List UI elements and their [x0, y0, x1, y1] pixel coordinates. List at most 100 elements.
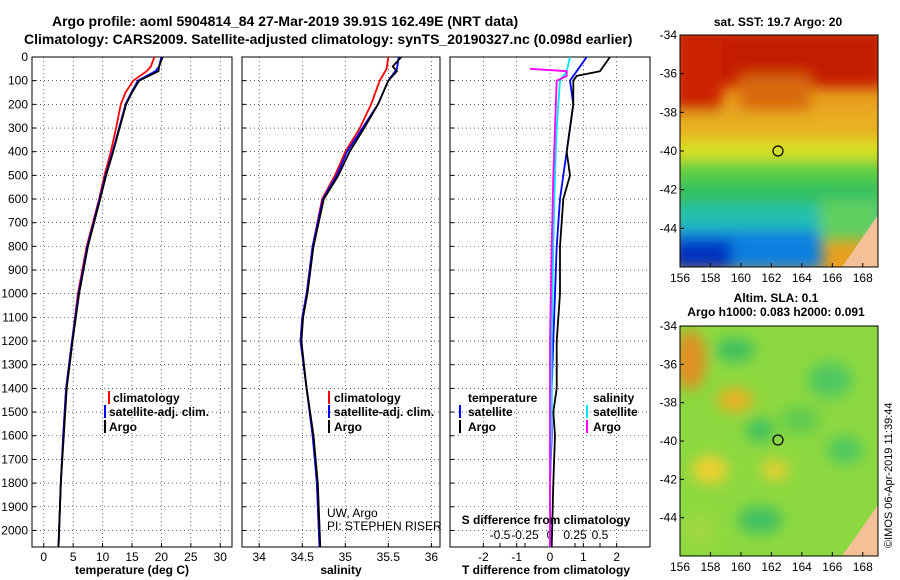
map-tick-label-y: -42 — [660, 183, 678, 197]
sst-map-title: sat. SST: 19.7 Argo: 20 — [714, 15, 843, 29]
map-tick-label-x: 162 — [761, 271, 781, 285]
land-mass — [842, 505, 878, 556]
temperature-tick-label: 15 — [125, 550, 139, 564]
temperature-tick-label: 30 — [214, 550, 228, 564]
attribution-pi: PI: STEPHEN RISER — [327, 519, 442, 533]
salinity-tick-label: 35 — [339, 550, 353, 564]
argo-location-marker — [772, 434, 784, 446]
salinity-tick-label: 34 — [253, 550, 267, 564]
map-tick-label-y: -34 — [660, 319, 678, 333]
map-tick-label-x: 156 — [670, 560, 690, 574]
imos-credit: ©IMOS 06-Apr-2019 11:39:44 — [883, 403, 895, 548]
attribution-uw-argo: UW, Argo — [327, 506, 378, 520]
difference-legend: temperature satellite Argo salinity sate… — [459, 391, 638, 434]
depth-tick-label: 1400 — [1, 381, 28, 395]
land-mass — [842, 215, 878, 267]
depth-tick-label: 2000 — [1, 523, 28, 537]
depth-tick-labels: 0 100 200 300 400 500 600 700 800 900 1000 1100 1200… — [1, 50, 28, 537]
temperature-tick-label: 5 — [70, 550, 77, 564]
temperature-series-line — [57, 57, 164, 547]
legend-satellite: satellite-adj. clim. — [334, 405, 434, 419]
difference-tick-label: 2 — [613, 550, 620, 564]
depth-tick-label: 800 — [8, 239, 28, 253]
map-tick-label-x: 168 — [853, 560, 873, 574]
sla-map-ticks: 156 158 160 162 164 166 168 -34 -36 -38 -40 -42 -44 — [660, 319, 873, 574]
difference-lines — [529, 57, 611, 547]
depth-tick-label: 1900 — [1, 500, 28, 514]
salinity-tick-labels: 34 34.5 35 35.5 36 — [253, 550, 439, 564]
s-diff-tick-labels: -0.5 -0.25 0 0.25 0.5 — [490, 528, 609, 547]
salinity-xlabel: salinity — [320, 563, 362, 577]
sst-map-ticks: 156 158 160 162 164 166 168 -34 -36 -38 -40 -42 -44 — [660, 28, 873, 285]
map-tick-label-x: 166 — [822, 560, 842, 574]
temperature-legend: climatology satellite-adj. clim. Argo — [104, 391, 209, 434]
depth-tick-label: 1200 — [1, 334, 28, 348]
difference-tick-label: -1 — [511, 550, 522, 564]
s-diff-tick-label: 0.25 — [563, 528, 587, 542]
legend-t-argo: Argo — [468, 420, 496, 434]
t-diff-tick-labels: -2 -1 0 1 2 — [478, 550, 620, 564]
map-tick-label-y: -36 — [660, 67, 678, 81]
temperature-xlabel: temperature (deg C) — [75, 563, 189, 577]
difference-tick-label: 0 — [547, 550, 554, 564]
map-tick-label-x: 158 — [700, 560, 720, 574]
legend-argo: Argo — [109, 420, 137, 434]
s-diff-tick-label: -0.25 — [511, 528, 539, 542]
salinity-panel — [241, 56, 441, 548]
map-tick-label-y: -44 — [660, 221, 678, 235]
temperature-tick-labels: 0 5 10 15 20 25 30 — [40, 550, 227, 564]
salinity-tick-label: 35.5 — [377, 550, 401, 564]
temperature-grid — [32, 56, 232, 547]
title-line-2: Climatology: CARS2009. Satellite-adjuste… — [24, 31, 632, 47]
legend-temperature-title: temperature — [468, 391, 538, 405]
depth-tick-label: 1600 — [1, 429, 28, 443]
depth-tick-label: 400 — [8, 145, 28, 159]
legend-argo: Argo — [334, 420, 362, 434]
depth-tick-label: 300 — [8, 121, 28, 135]
legend-s-argo: Argo — [593, 420, 621, 434]
difference-xlabel: T difference from climatology — [462, 563, 630, 577]
temperature-tick-label: 0 — [40, 550, 47, 564]
temperature-tick-label: 10 — [96, 550, 110, 564]
depth-tick-label: 1000 — [1, 287, 28, 301]
difference-series-line — [550, 57, 611, 547]
map-tick-label-x: 158 — [700, 271, 720, 285]
map-tick-label-x: 162 — [761, 560, 781, 574]
depth-tick-label: 1100 — [2, 310, 28, 324]
legend-satellite: satellite-adj. clim. — [109, 405, 209, 419]
depth-tick-label: 900 — [8, 263, 28, 277]
map-tick-label-y: -38 — [660, 105, 678, 119]
salinity-lines — [299, 57, 402, 547]
temperature-tick-label: 25 — [184, 550, 198, 564]
map-tick-label-y: -40 — [660, 144, 678, 158]
legend-t-satellite: satellite — [468, 405, 513, 419]
depth-tick-label: 100 — [8, 74, 28, 88]
depth-tick-label: 700 — [8, 216, 28, 230]
depth-tick-label: 500 — [8, 168, 28, 182]
sla-map-title: Altim. SLA: 0.1 — [734, 291, 819, 305]
sst-map-image — [680, 35, 878, 267]
s-diff-tick-label: -0.5 — [490, 528, 511, 542]
map-tick-label-y: -40 — [660, 434, 678, 448]
map-tick-label-x: 164 — [792, 271, 812, 285]
map-tick-label-x: 166 — [822, 271, 842, 285]
difference-tick-label: 1 — [580, 550, 587, 564]
salinity-series-line — [300, 57, 402, 547]
map-tick-label-y: -44 — [660, 511, 678, 525]
depth-tick-label: 1300 — [1, 358, 28, 372]
sla-map-subtitle: Argo h1000: 0.083 h2000: 0.091 — [687, 305, 865, 319]
map-tick-label-y: -36 — [660, 357, 678, 371]
map-tick-label-x: 160 — [731, 560, 751, 574]
depth-tick-label: 0 — [21, 50, 28, 64]
depth-tick-label: 1800 — [1, 476, 28, 490]
depth-tick-label: 1500 — [1, 405, 28, 419]
depth-tick-label: 1700 — [1, 452, 28, 466]
map-tick-label-x: 164 — [792, 560, 812, 574]
map-tick-label-y: -38 — [660, 396, 678, 410]
temperature-tick-label: 20 — [155, 550, 169, 564]
map-tick-label-y: -34 — [660, 28, 678, 42]
s-diff-tick-label: 0.5 — [592, 528, 609, 542]
temperature-lines — [57, 57, 164, 547]
s-difference-label: S difference from climatology — [462, 513, 631, 527]
